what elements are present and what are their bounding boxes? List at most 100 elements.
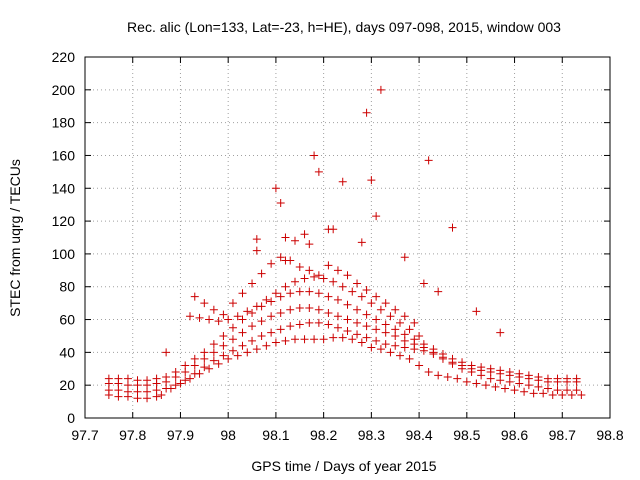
data-point bbox=[567, 391, 576, 400]
data-point bbox=[367, 299, 376, 308]
data-point bbox=[448, 223, 457, 232]
data-point bbox=[314, 305, 323, 314]
data-point bbox=[224, 354, 233, 363]
data-point bbox=[295, 263, 304, 272]
data-point bbox=[257, 269, 266, 278]
data-point bbox=[520, 387, 529, 396]
data-point bbox=[214, 317, 223, 326]
data-point bbox=[333, 323, 342, 332]
data-point bbox=[472, 379, 481, 388]
data-point bbox=[252, 235, 261, 244]
y-tick-label: 140 bbox=[52, 180, 76, 196]
data-point bbox=[396, 351, 404, 360]
data-point bbox=[543, 374, 552, 383]
data-point bbox=[324, 308, 333, 317]
data-point bbox=[434, 287, 443, 296]
data-point bbox=[386, 348, 395, 357]
data-point bbox=[415, 331, 424, 340]
data-point bbox=[410, 318, 419, 327]
data-point bbox=[314, 271, 323, 280]
data-point bbox=[333, 266, 342, 275]
data-point bbox=[228, 346, 237, 355]
data-point bbox=[314, 167, 323, 176]
tick-labels: 97.7 97.8 97.9 98 98.1 98.2 98.3 98.4 98.5 98.6 98… bbox=[52, 49, 624, 443]
data-point bbox=[338, 333, 347, 342]
data-point bbox=[553, 374, 562, 383]
data-point bbox=[276, 325, 285, 334]
data-point bbox=[162, 372, 171, 381]
x-tick-label: 97.9 bbox=[167, 427, 194, 443]
data-point bbox=[343, 315, 352, 324]
data-point bbox=[376, 345, 385, 354]
data-point bbox=[353, 279, 362, 288]
data-point bbox=[362, 333, 371, 342]
data-point bbox=[405, 325, 414, 334]
data-point bbox=[333, 312, 342, 321]
data-point bbox=[372, 336, 381, 345]
data-point bbox=[362, 310, 371, 319]
y-tick-label: 160 bbox=[52, 147, 76, 163]
data-point bbox=[219, 351, 228, 360]
data-point bbox=[291, 335, 299, 344]
data-point bbox=[558, 391, 567, 400]
data-point bbox=[319, 335, 328, 344]
data-point bbox=[496, 328, 505, 337]
data-point bbox=[171, 381, 180, 390]
y-tick-label: 180 bbox=[52, 115, 76, 131]
data-point bbox=[143, 376, 152, 385]
data-point bbox=[314, 289, 323, 298]
y-tick-label: 100 bbox=[52, 246, 76, 262]
data-point bbox=[219, 341, 228, 350]
data-point bbox=[362, 108, 371, 117]
data-point bbox=[424, 156, 433, 165]
data-point bbox=[553, 386, 562, 395]
data-point bbox=[534, 372, 543, 381]
data-point bbox=[372, 292, 381, 301]
data-point bbox=[276, 199, 285, 208]
data-point bbox=[286, 305, 295, 314]
data-point bbox=[410, 335, 419, 344]
data-point bbox=[348, 287, 357, 296]
data-point bbox=[219, 331, 228, 340]
data-point bbox=[548, 391, 557, 400]
data-point bbox=[238, 328, 247, 337]
data-point bbox=[524, 371, 533, 380]
data-point bbox=[214, 359, 223, 368]
data-point bbox=[271, 289, 280, 298]
data-point bbox=[324, 292, 333, 301]
data-point bbox=[205, 315, 214, 324]
x-tick-label: 98.4 bbox=[405, 427, 432, 443]
x-tick-label: 98.3 bbox=[358, 427, 385, 443]
data-point bbox=[152, 374, 161, 383]
data-point bbox=[491, 382, 500, 391]
data-point bbox=[305, 240, 314, 249]
data-point bbox=[357, 238, 366, 247]
data-point bbox=[276, 292, 285, 301]
data-point bbox=[353, 330, 362, 339]
data-point bbox=[200, 363, 209, 372]
data-point bbox=[434, 371, 443, 380]
data-point bbox=[391, 305, 400, 314]
y-tick-label: 200 bbox=[52, 82, 76, 98]
data-point bbox=[419, 340, 428, 349]
data-point bbox=[319, 274, 328, 283]
data-point bbox=[353, 305, 362, 314]
data-point bbox=[305, 266, 314, 275]
data-point bbox=[353, 318, 362, 327]
data-point bbox=[400, 312, 409, 321]
data-point bbox=[228, 335, 237, 344]
data-point bbox=[481, 381, 490, 390]
data-point bbox=[133, 376, 142, 385]
data-point bbox=[243, 307, 252, 316]
data-point bbox=[181, 376, 190, 385]
data-point bbox=[248, 336, 257, 345]
data-point bbox=[295, 320, 304, 329]
data-point bbox=[362, 322, 371, 331]
data-point bbox=[376, 305, 385, 314]
x-tick-label: 98.7 bbox=[549, 427, 576, 443]
x-tick-label: 98.1 bbox=[262, 427, 289, 443]
data-point bbox=[190, 369, 199, 378]
data-point bbox=[228, 323, 237, 332]
data-point bbox=[252, 246, 261, 255]
data-point bbox=[381, 340, 390, 349]
